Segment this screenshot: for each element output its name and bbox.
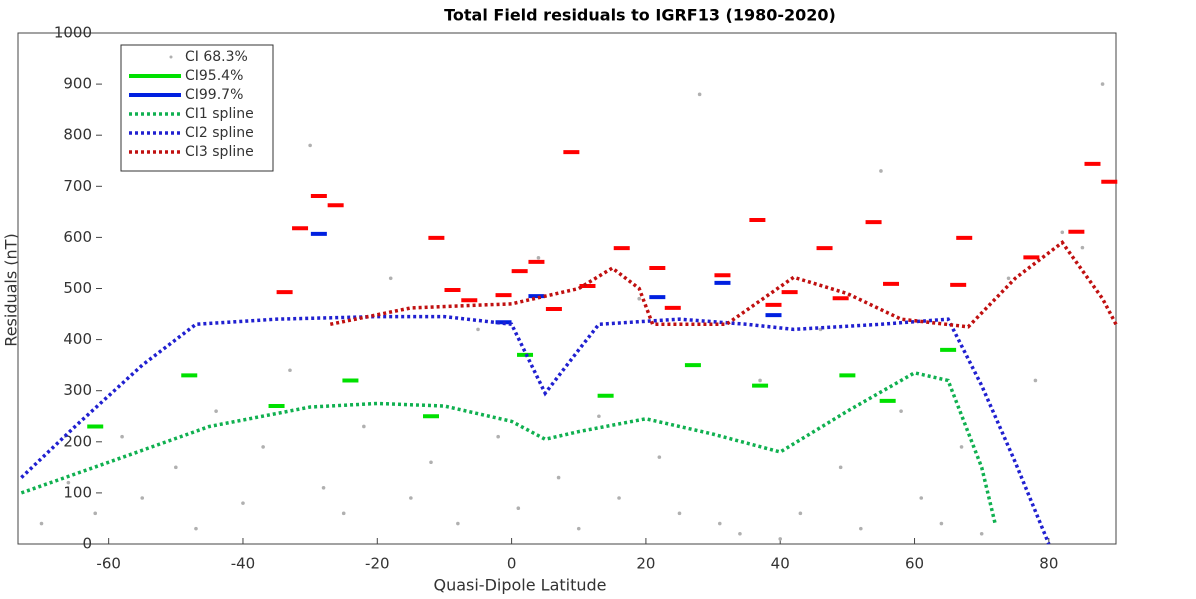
spline [20,314,1051,545]
y-tick-label: 300 [63,381,92,399]
point [778,537,783,541]
point [409,496,413,500]
point [66,480,71,485]
point [637,296,641,301]
point [556,475,561,480]
legend-symbol [169,55,173,59]
point [939,521,944,526]
y-tick-label: 500 [63,279,92,297]
x-tick-label: 80 [1039,555,1058,573]
point [738,531,742,536]
point [308,143,312,148]
point [979,531,984,536]
y-tick-label: 1000 [54,24,92,42]
data-layer [20,82,1118,545]
legend-label: CI95.4% [185,68,243,84]
point [1006,276,1011,281]
point [341,511,346,516]
point [476,327,480,332]
point [120,434,124,439]
chart-title: Total Field residuals to IGRF13 (1980-20… [444,6,836,25]
point [429,460,433,465]
x-tick-label: -40 [231,555,256,573]
y-tick-label: 400 [63,330,92,348]
x-tick-label: 20 [636,555,655,573]
point [1100,82,1105,86]
point [140,496,145,500]
x-tick-label: 0 [507,555,517,573]
point [516,506,521,511]
point [959,445,964,449]
x-tick-label: 60 [905,555,924,573]
legend-label: CI2 spline [185,125,254,141]
point [899,409,903,413]
y-tick-label: 800 [63,126,92,144]
legend-box [120,44,274,172]
legend-label: CI1 spline [185,106,254,122]
point [214,409,218,413]
spline [20,370,997,524]
point [677,511,682,516]
point [758,378,762,383]
x-axis-label: Quasi-Dipole Latitude [433,576,606,595]
legend-label: CI99.7% [185,87,243,103]
point [617,496,621,500]
y-tick-label: 100 [63,483,92,501]
point [576,526,581,531]
y-tick-label: 0 [82,535,92,553]
x-tick-label: -60 [96,555,121,573]
y-tick-label: 200 [63,432,92,450]
point [798,511,803,516]
point [597,414,601,419]
point [919,496,924,500]
point [717,521,722,526]
point [39,521,44,526]
point [838,465,843,470]
point [456,521,460,526]
point [1080,245,1085,250]
point [362,424,366,429]
legend-label: CI 68.3% [185,49,248,65]
point [1060,230,1065,235]
point [536,256,541,260]
legend-label: CI3 spline [185,144,254,160]
x-tick-label: -20 [365,555,390,573]
point [194,526,198,531]
point [388,276,393,281]
point [288,368,292,373]
point [174,465,178,470]
point [697,92,702,97]
y-tick-label: 600 [63,228,92,246]
x-tick-label: 40 [771,555,790,573]
point [1033,378,1038,383]
spline [329,240,1118,329]
point [859,526,863,531]
point [93,511,98,516]
y-tick-label: 700 [63,177,92,195]
point [321,485,326,490]
point [879,169,883,173]
point [657,455,662,459]
point [241,501,245,505]
y-axis-label: Residuals (nT) [2,233,21,346]
point [496,434,500,439]
point [261,445,265,449]
y-tick-label: 900 [63,75,92,93]
